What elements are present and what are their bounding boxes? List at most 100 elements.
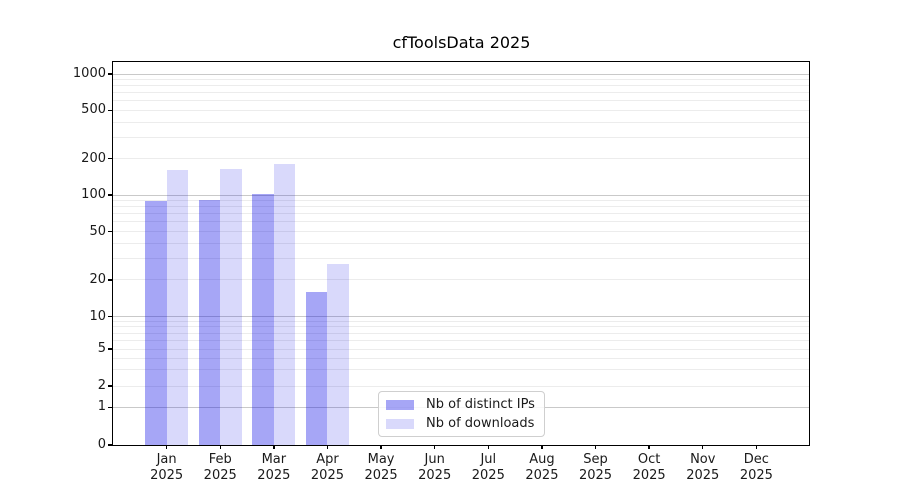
x-tick-mark <box>380 445 382 449</box>
minor-gridline <box>113 79 810 81</box>
x-tick-year: 2025 <box>150 468 184 483</box>
minor-gridline <box>113 213 810 215</box>
minor-gridline <box>113 326 810 328</box>
x-tick-mark <box>273 445 275 449</box>
x-tick-mark <box>165 445 168 449</box>
x-tick-label: Mar 2025 <box>244 452 304 484</box>
bar-downloads-feb <box>220 168 242 445</box>
y-tick-label: 5 <box>97 341 106 356</box>
bar-ips-jan <box>145 200 167 445</box>
x-tick-year: 2025 <box>739 468 773 483</box>
minor-gridline <box>113 109 810 111</box>
x-tick-month: Apr <box>316 452 339 467</box>
x-tick-month: Jun <box>424 452 445 467</box>
x-tick-label: Feb 2025 <box>190 452 250 484</box>
x-tick-mark <box>541 445 543 449</box>
minor-gridline <box>113 92 810 94</box>
y-tick-mark <box>108 157 112 160</box>
major-gridline <box>113 73 810 75</box>
minor-gridline <box>113 279 810 281</box>
y-tick-mark <box>108 230 112 233</box>
y-tick-mark <box>108 109 112 112</box>
minor-gridline <box>113 385 810 387</box>
minor-gridline <box>113 320 810 322</box>
x-tick-year: 2025 <box>310 468 344 483</box>
x-tick-month: Aug <box>529 452 555 467</box>
y-tick-mark <box>108 348 112 350</box>
x-tick-label: Apr 2025 <box>297 452 357 484</box>
y-tick-label: 100 <box>81 187 106 202</box>
y-tick-label: 1000 <box>72 66 106 81</box>
x-tick-mark <box>702 445 704 449</box>
x-tick-month: May <box>367 452 395 467</box>
minor-gridline <box>113 136 810 138</box>
x-tick-month: Oct <box>637 452 661 467</box>
x-tick-label: Oct 2025 <box>619 452 679 484</box>
chart-title: cfToolsData 2025 <box>392 33 531 52</box>
y-tick-label: 50 <box>89 223 106 239</box>
x-tick-year: 2025 <box>203 468 237 483</box>
y-tick-label: 20 <box>89 271 106 287</box>
x-tick-month: Dec <box>743 452 769 467</box>
x-tick-month: Jul <box>480 452 497 467</box>
minor-gridline <box>113 369 810 371</box>
minor-gridline <box>113 206 810 208</box>
y-tick-label: 0 <box>97 437 106 452</box>
y-tick-label: 500 <box>81 102 106 118</box>
y-tick-label: 2 <box>97 378 106 393</box>
x-tick-year: 2025 <box>257 468 291 483</box>
minor-gridline <box>113 348 810 350</box>
minor-gridline <box>113 158 810 160</box>
x-tick-mark <box>219 445 221 449</box>
legend-swatch-ips-icon <box>386 399 414 410</box>
y-tick-label: 200 <box>81 150 106 166</box>
legend-swatch-downloads-icon <box>386 418 414 429</box>
x-tick-mark <box>755 445 758 449</box>
minor-gridline <box>113 332 810 334</box>
minor-gridline <box>113 357 810 359</box>
bar-downloads-apr <box>327 264 349 445</box>
y-tick-mark <box>108 73 112 75</box>
legend: Nb of distinct IPs Nb of downloads <box>378 391 545 437</box>
x-tick-year: 2025 <box>578 468 613 483</box>
x-tick-mark <box>326 445 329 449</box>
legend-item-downloads: Nb of downloads <box>386 416 544 431</box>
major-gridline <box>113 316 810 317</box>
x-tick-month: Mar <box>261 452 287 467</box>
minor-gridline <box>113 100 810 102</box>
minor-gridline <box>113 258 810 260</box>
minor-gridline <box>113 231 810 233</box>
x-tick-label: Sep 2025 <box>566 452 626 484</box>
y-tick-mark <box>108 444 112 446</box>
x-tick-month: Feb <box>208 452 232 467</box>
bar-downloads-mar <box>273 163 296 445</box>
x-tick-year: 2025 <box>418 468 452 483</box>
minor-gridline <box>113 121 810 123</box>
minor-gridline <box>113 242 810 244</box>
x-tick-year: 2025 <box>525 468 559 483</box>
minor-gridline <box>113 85 810 87</box>
y-tick-mark <box>108 194 112 196</box>
bar-downloads-jan <box>166 169 188 445</box>
x-tick-year: 2025 <box>364 468 398 483</box>
y-tick-mark <box>108 385 112 387</box>
legend-item-distinct-ips: Nb of distinct IPs <box>386 397 544 412</box>
y-tick-label: 10 <box>89 308 106 324</box>
bar-ips-apr <box>306 291 328 445</box>
x-tick-label: Jan 2025 <box>137 452 197 484</box>
x-tick-mark <box>648 445 650 449</box>
x-tick-year: 2025 <box>632 468 666 483</box>
x-tick-month: Jan <box>156 452 177 467</box>
bar-ips-mar <box>252 193 274 445</box>
y-tick-mark <box>108 406 112 408</box>
legend-label-downloads: Nb of downloads <box>426 416 535 431</box>
y-tick-mark <box>108 315 112 318</box>
minor-gridline <box>113 200 810 202</box>
x-tick-label: Jul 2025 <box>458 452 518 484</box>
x-tick-year: 2025 <box>471 468 505 483</box>
y-tick-label: 1 <box>97 399 106 415</box>
x-tick-mark <box>594 445 597 449</box>
x-tick-label: May 2025 <box>351 452 411 484</box>
minor-gridline <box>113 221 810 223</box>
x-tick-label: Nov 2025 <box>673 452 733 484</box>
